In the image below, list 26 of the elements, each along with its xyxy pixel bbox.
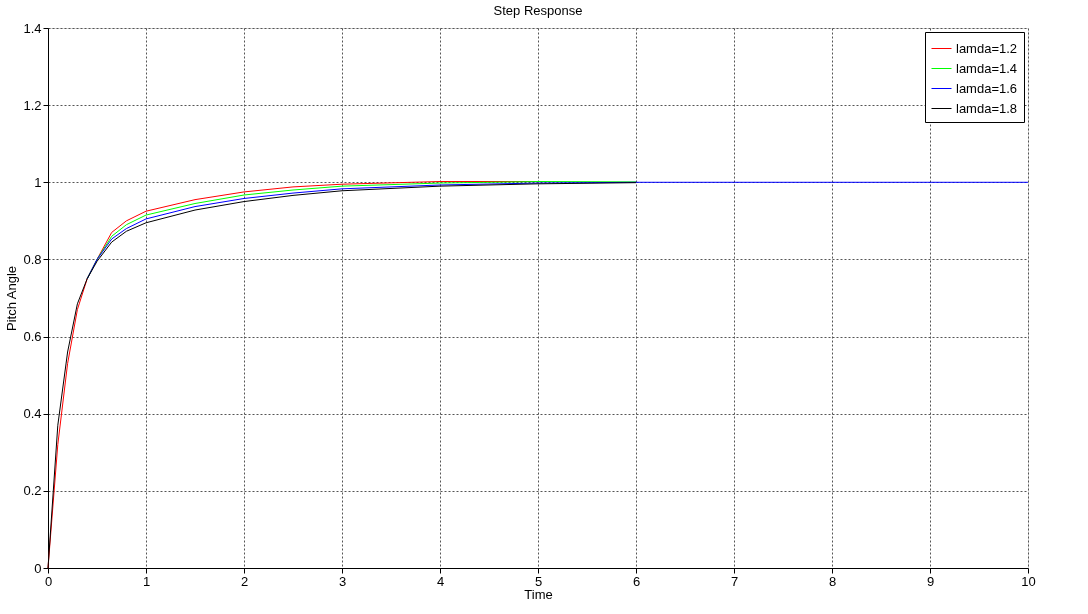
x-tick-label: 2 — [240, 573, 249, 589]
y-tick-label: 0.8 — [23, 251, 42, 267]
legend-label: lamda=1.2 — [956, 40, 1018, 56]
x-tick-label: 3 — [338, 573, 347, 589]
x-tick-label: 4 — [436, 573, 445, 589]
x-tick-label: 6 — [632, 573, 641, 589]
y-tick-label: 1.4 — [23, 20, 42, 36]
legend-label: lamda=1.4 — [956, 60, 1018, 76]
x-tick-label: 1 — [142, 573, 151, 589]
y-tick-label: 0.2 — [23, 483, 42, 499]
x-tick-label: 9 — [926, 573, 935, 589]
y-tick-label: 0.4 — [23, 406, 42, 422]
y-axis-title: Pitch Angle — [4, 265, 20, 332]
x-tick-label: 10 — [1021, 573, 1036, 589]
x-tick-label: 7 — [730, 573, 739, 589]
legend-label: lamda=1.8 — [956, 100, 1018, 116]
legend-label: lamda=1.6 — [956, 80, 1018, 96]
x-tick-label: 5 — [534, 573, 543, 589]
y-tick-label: 0.6 — [23, 329, 42, 345]
x-tick-label: 0 — [44, 573, 53, 589]
chart-title: Step Response — [493, 3, 583, 18]
y-tick-label: 1.2 — [23, 97, 42, 113]
y-tick-label: 1 — [34, 174, 42, 190]
x-axis-title: Time — [524, 586, 553, 602]
y-tick-label: 0 — [34, 560, 42, 576]
x-tick-label: 8 — [828, 573, 837, 589]
